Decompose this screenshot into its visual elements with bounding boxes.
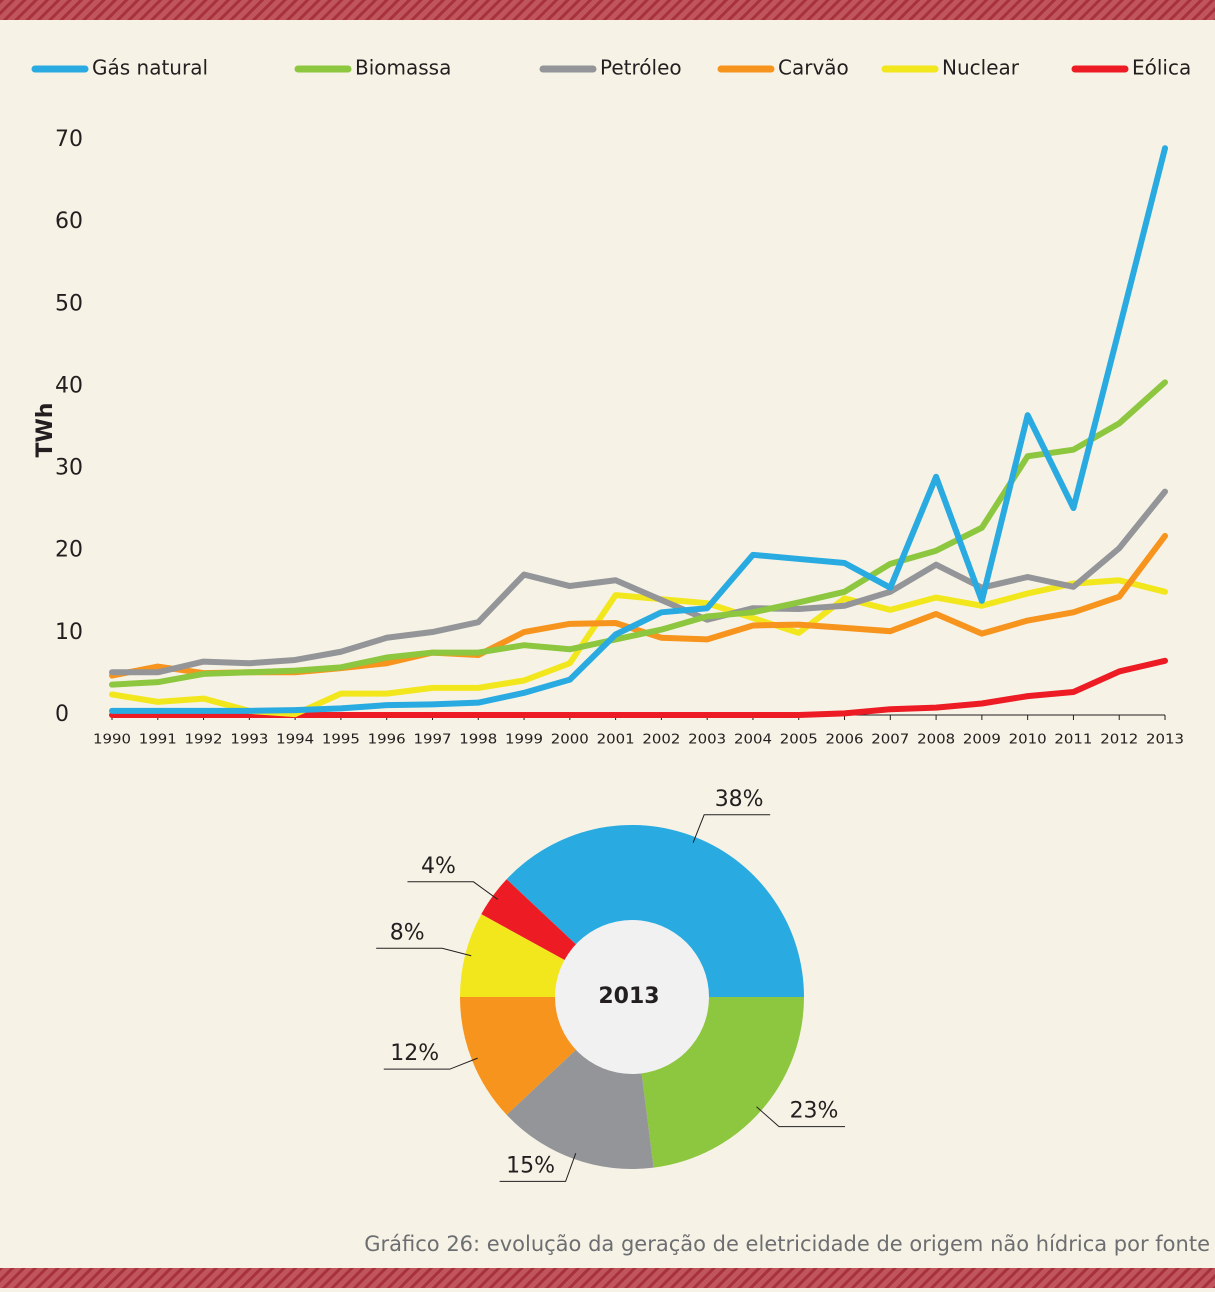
x-tick-label: 1999 bbox=[505, 733, 543, 748]
series-line bbox=[109, 379, 1168, 688]
donut-slice bbox=[506, 825, 804, 997]
data-label: 12% bbox=[390, 1041, 439, 1066]
series-line bbox=[109, 577, 1168, 718]
x-tick-label: 2001 bbox=[597, 733, 635, 748]
legend-label: Eólica bbox=[1132, 56, 1191, 80]
legend-label: Biomassa bbox=[355, 56, 451, 80]
y-tick-label: 70 bbox=[55, 127, 83, 152]
caption: Gráfico 26: evolução da geração de eletr… bbox=[364, 1232, 1210, 1256]
legend-label: Gás natural bbox=[92, 56, 208, 80]
x-tick-label: 2013 bbox=[1146, 733, 1184, 748]
legend-label: Carvão bbox=[778, 56, 849, 80]
x-tick-label: 1997 bbox=[413, 733, 451, 748]
x-tick-label: 1995 bbox=[322, 733, 360, 748]
data-label: 4% bbox=[421, 854, 456, 879]
y-tick-label: 20 bbox=[55, 538, 83, 563]
legend-label: Petróleo bbox=[600, 56, 682, 80]
donut-hole bbox=[555, 920, 709, 1074]
x-tick-label: 2006 bbox=[826, 733, 864, 748]
data-label: 38% bbox=[715, 787, 764, 812]
leader-line bbox=[407, 881, 498, 900]
data-label: 23% bbox=[790, 1099, 839, 1124]
x-tick-label: 1991 bbox=[139, 733, 177, 748]
x-tick-label: 1998 bbox=[459, 733, 497, 748]
y-tick-label: 0 bbox=[55, 702, 69, 727]
series-line bbox=[109, 488, 1168, 676]
x-tick-label: 2008 bbox=[917, 733, 955, 748]
y-tick-label: 10 bbox=[55, 620, 83, 645]
x-tick-label: 2007 bbox=[871, 733, 909, 748]
x-tick-label: 2012 bbox=[1100, 733, 1138, 748]
x-tick-label: 1996 bbox=[368, 733, 406, 748]
leader-line bbox=[499, 1153, 577, 1182]
legend-label: Nuclear bbox=[942, 56, 1020, 80]
series-line bbox=[109, 145, 1168, 714]
y-tick-label: 60 bbox=[55, 209, 83, 234]
x-tick-label: 2009 bbox=[963, 733, 1001, 748]
data-label: 8% bbox=[390, 920, 425, 945]
x-tick-label: 2004 bbox=[734, 733, 772, 748]
x-tick-label: 2000 bbox=[551, 733, 589, 748]
x-tick-label: 2005 bbox=[780, 733, 818, 748]
data-label: 15% bbox=[506, 1153, 555, 1178]
y-tick-label: 50 bbox=[55, 291, 83, 316]
x-tick-label: 2010 bbox=[1009, 733, 1047, 748]
y-tick-label: 30 bbox=[55, 456, 83, 481]
x-tick-label: 1992 bbox=[185, 733, 223, 748]
y-axis-label: TWh bbox=[33, 403, 58, 458]
center-label: 2013 bbox=[598, 984, 659, 1009]
leader-line bbox=[756, 1106, 846, 1128]
top-border bbox=[0, 0, 1215, 20]
leader-line bbox=[692, 814, 771, 843]
bottom-border bbox=[0, 1268, 1215, 1288]
x-tick-label: 2002 bbox=[642, 733, 680, 748]
leader-line bbox=[376, 947, 472, 957]
x-tick-label: 1993 bbox=[230, 733, 268, 748]
x-tick-label: 1994 bbox=[276, 733, 314, 748]
leader-line bbox=[383, 1057, 478, 1070]
x-tick-label: 2003 bbox=[688, 733, 726, 748]
y-tick-label: 40 bbox=[55, 373, 83, 398]
x-tick-label: 2011 bbox=[1054, 733, 1092, 748]
x-tick-label: 1990 bbox=[93, 733, 131, 748]
